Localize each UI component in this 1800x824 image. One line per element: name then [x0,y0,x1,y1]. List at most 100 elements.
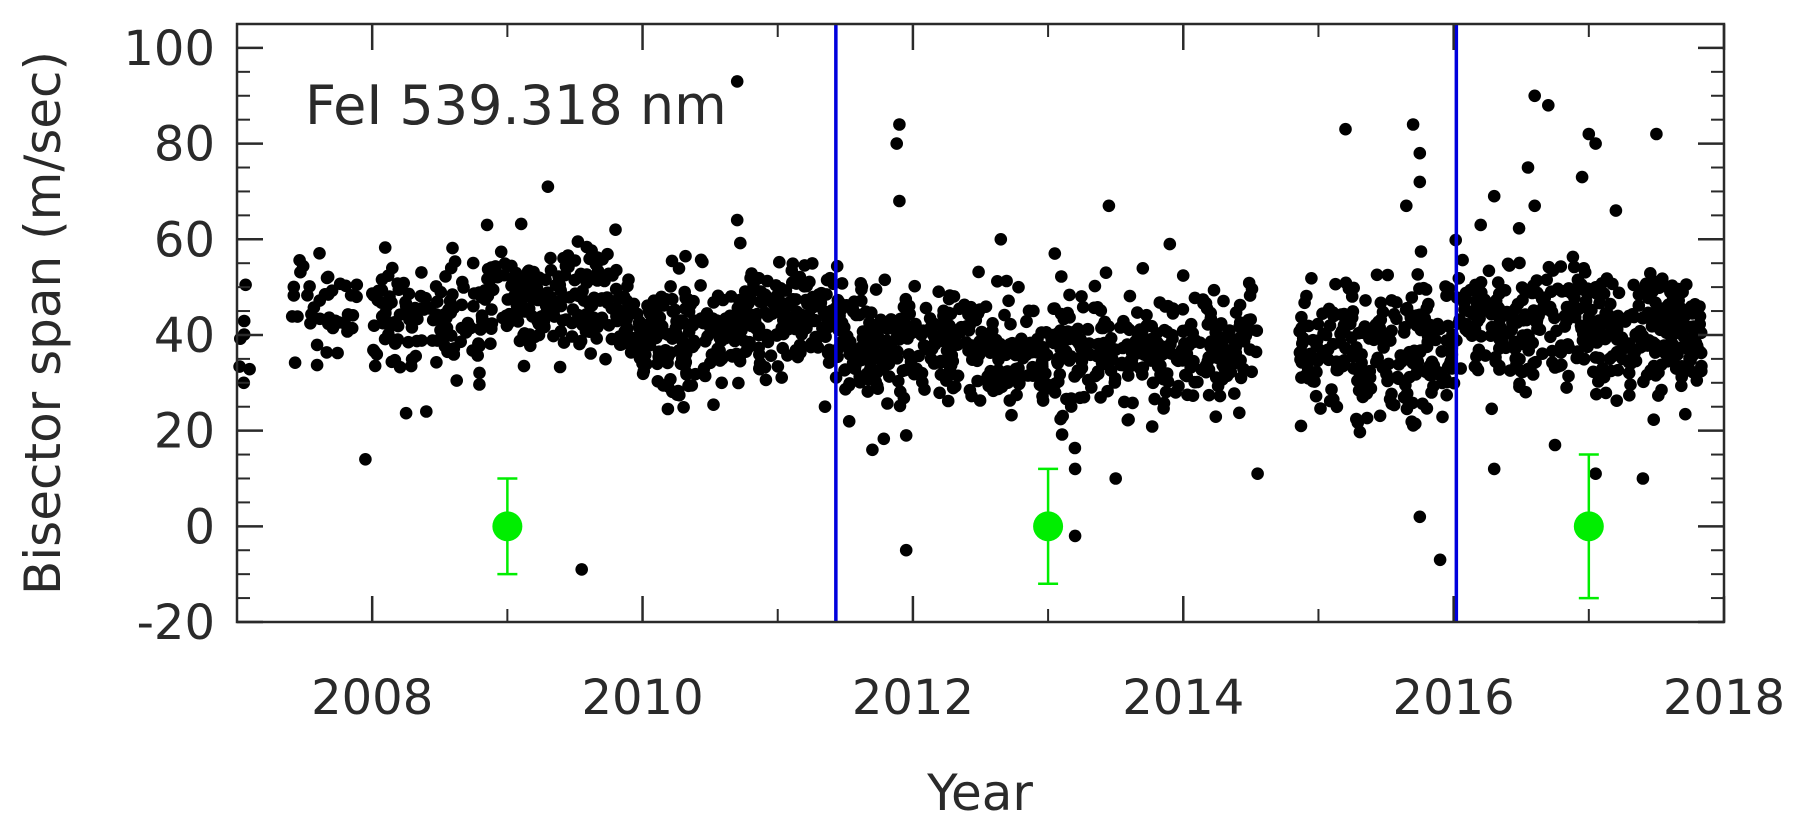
data-point [287,280,301,294]
data-point [1159,385,1173,399]
data-point [733,354,747,368]
data-point [1482,264,1496,278]
data-point [1353,368,1367,381]
data-point [747,277,760,291]
data-point [403,313,416,326]
data-point [1068,370,1081,383]
error-bar-marker [1573,511,1604,542]
data-point [587,311,600,325]
data-point [1503,364,1517,377]
data-point [1647,359,1661,373]
data-point [1099,266,1113,280]
data-point [962,338,975,352]
data-point [375,283,389,297]
data-point [846,356,860,370]
data-point-outlier [1163,237,1177,251]
data-point [1536,347,1549,361]
data-point [760,328,773,342]
data-point [1443,359,1457,372]
data-point [1091,301,1104,314]
data-point [694,279,707,292]
data-point [455,298,469,312]
data-point [1610,394,1623,408]
data-point [557,336,571,349]
y-tick-label: 80 [154,117,215,173]
data-point [1634,341,1647,354]
data-point [1611,309,1625,323]
data-point [1567,260,1581,274]
data-point [668,303,682,317]
data-point [699,335,712,348]
data-point [856,349,869,363]
data-point [1188,375,1201,389]
data-point [1687,348,1700,362]
data-point [788,322,802,336]
data-point [1180,339,1193,353]
data-point [923,312,937,325]
data-point [1233,406,1246,420]
data-point-outlier [1433,553,1447,567]
data-point [1150,350,1163,364]
data-point [1249,345,1263,359]
data-point [1623,389,1636,402]
data-point [1359,294,1372,307]
data-point-outlier [994,233,1008,246]
data-point [1004,317,1017,331]
data-point [1546,264,1560,277]
data-point [1074,341,1088,355]
data-point [1010,388,1023,402]
data-point [553,360,567,374]
data-point [1213,389,1227,403]
data-point [415,266,428,279]
data-point [485,303,498,316]
data-point-outlier [893,194,906,208]
data-point [331,346,344,360]
data-point [1051,352,1065,366]
data-point [1071,322,1085,336]
data-point [514,295,528,308]
data-point [752,341,765,355]
data-point [1131,306,1144,319]
data-point [516,273,530,287]
data-point [972,265,985,279]
data-point [1599,307,1612,320]
data-point [1199,296,1213,310]
data-point-outlier [866,443,879,457]
data-point [320,271,334,285]
data-point [1227,333,1240,347]
data-point [1593,296,1606,310]
data-point [1075,290,1088,303]
data-point [1447,376,1461,390]
data-point [1052,333,1066,346]
data-point-outlier [1636,472,1650,485]
data-point [554,325,568,338]
data-point [764,349,778,363]
data-point [975,341,989,354]
data-point-outlier [420,405,433,418]
data-point [1527,357,1540,370]
data-point [677,401,690,414]
data-point [878,350,892,363]
data-point [661,350,675,364]
data-point [478,293,492,306]
data-point [805,336,818,350]
data-point [1037,377,1051,391]
data-point [370,348,384,361]
data-point [1370,268,1384,282]
data-point-outlier [480,218,494,232]
data-point [393,360,407,374]
data-point [1055,428,1069,441]
data-point [526,279,540,293]
data-point [472,337,485,350]
data-point [1405,415,1418,429]
data-point [758,293,772,307]
data-point [1053,368,1067,381]
y-tick-label: 20 [154,404,215,460]
data-point [1184,317,1198,331]
data-point [707,398,720,412]
data-point [1373,409,1387,423]
data-point [1526,368,1540,381]
data-point [1385,387,1398,401]
data-point [1132,329,1145,343]
data-point [1546,356,1559,370]
